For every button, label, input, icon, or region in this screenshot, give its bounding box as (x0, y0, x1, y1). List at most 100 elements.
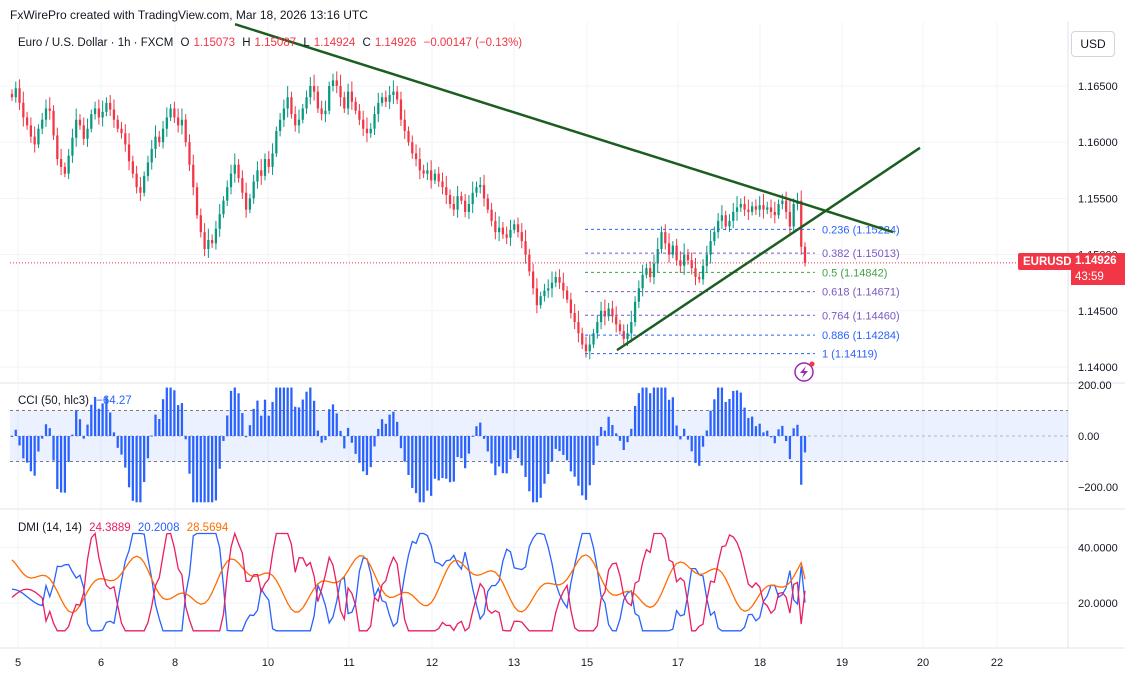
candle-body (339, 86, 342, 98)
symbol-label: Euro / U.S. Dollar · 1h · FXCM (18, 37, 174, 49)
candle-body (403, 119, 406, 131)
candle-body (399, 99, 403, 120)
cci-histogram (10, 387, 807, 503)
candle-body (426, 170, 429, 174)
cci-bar (294, 406, 297, 436)
cci-bar (82, 436, 85, 439)
cci-bar (218, 436, 221, 469)
cci-bar (320, 436, 323, 443)
cci-bar (588, 436, 591, 486)
candle-body (105, 102, 108, 112)
candle-body (222, 200, 225, 215)
cci-bar (135, 436, 138, 503)
candle-body (445, 187, 448, 196)
cci-axis-label: 200.00 (1078, 380, 1112, 392)
candle-body (343, 97, 346, 109)
cci-bar (717, 387, 720, 436)
cci-bar (562, 436, 565, 455)
candle-body (664, 232, 667, 244)
cci-bar (63, 436, 66, 493)
candle-body (615, 316, 618, 325)
cci-bar (735, 390, 739, 436)
cci-bar (188, 436, 191, 474)
cci-bar (709, 410, 712, 436)
cci-bar (445, 436, 448, 479)
candle-body (278, 119, 282, 131)
candle-body (652, 263, 656, 278)
cci-bar (494, 436, 497, 476)
cci-bar (471, 435, 474, 437)
cci-bar (497, 436, 501, 467)
candle-body (214, 228, 218, 244)
cci-bar (641, 387, 644, 436)
candle-body (256, 170, 259, 182)
cci-bar (667, 399, 671, 436)
cci-bar (724, 401, 727, 436)
dmi-legend: DMI (14, 14) 24.3889 20.2008 28.5694 (18, 522, 232, 534)
cci-bar (184, 436, 187, 440)
candle-body (777, 204, 780, 216)
cci-bar (452, 436, 455, 482)
candle-body (505, 234, 508, 238)
candle-body (569, 299, 573, 314)
candle-body (350, 91, 353, 102)
candle-body (22, 102, 25, 118)
cci-bar (109, 412, 112, 436)
cci-bar (516, 436, 520, 459)
attribution-text: FxWirePro created with TradingView.com, … (10, 8, 368, 22)
candle-body (180, 119, 184, 126)
cci-bar (505, 436, 508, 474)
candle-body (120, 128, 123, 134)
cci-bar (554, 436, 557, 449)
candle-body (728, 220, 731, 227)
candle-body (520, 232, 523, 242)
cci-bar (192, 436, 195, 503)
candle-body (154, 136, 157, 149)
cci-bar (637, 393, 640, 436)
fib-level-label: 0.382 (1.15013) (822, 248, 900, 260)
cci-bar (690, 436, 693, 452)
candle-body (301, 108, 304, 120)
candle-body (188, 142, 191, 165)
candle-body (679, 260, 682, 266)
cci-bar (501, 436, 505, 474)
cci-bar (773, 436, 776, 444)
cci-bar (418, 436, 421, 503)
candle-body (460, 196, 463, 201)
candle-body (554, 277, 557, 283)
cci-bar (373, 436, 376, 447)
cci-bar (751, 416, 754, 436)
cci-bar (139, 436, 142, 503)
candle-body (713, 232, 716, 242)
y-tick-label: 1.15500 (1078, 193, 1118, 205)
candle-body (754, 206, 758, 210)
candle-body (37, 128, 40, 145)
cci-bar (229, 390, 233, 436)
cci-bar (275, 387, 278, 436)
cci-bar (127, 436, 131, 488)
cci-bar (143, 436, 146, 482)
currency-button[interactable]: USD (1071, 31, 1115, 57)
candle-body (48, 108, 51, 111)
candle-body (577, 322, 580, 334)
cci-bar (131, 436, 134, 501)
candle-body (199, 215, 202, 233)
candle-body (705, 254, 708, 266)
fib-level-label: 0.886 (1.14284) (822, 330, 900, 342)
candle-body (467, 204, 471, 212)
candle-body (59, 159, 63, 167)
candle-body (354, 101, 357, 111)
candle-body (56, 135, 59, 160)
symbol-price-badge: EURUSD (1018, 253, 1077, 270)
cci-bar (728, 398, 731, 436)
candle-body (497, 227, 501, 233)
cci-bar (101, 403, 104, 436)
candle-body (543, 290, 546, 297)
cci-bar (309, 387, 312, 436)
candle-body (456, 196, 459, 210)
cci-bar (592, 436, 595, 465)
candle-body (422, 170, 425, 174)
cci-bar (720, 387, 724, 436)
cci-bar (433, 436, 437, 479)
